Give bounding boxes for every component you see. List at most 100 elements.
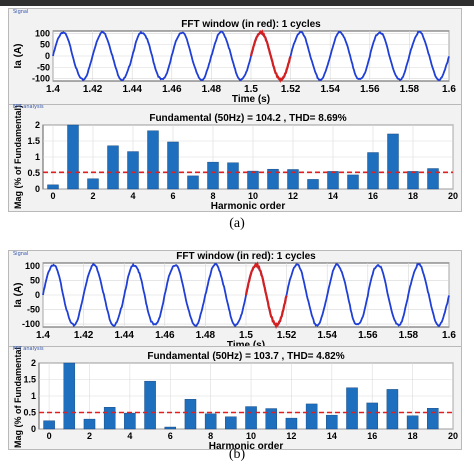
x-tick-label: 1.52 bbox=[277, 330, 297, 341]
y-tick-label: 50 bbox=[40, 40, 50, 50]
figure-a-fft-panel: FFT analysis 0 2 4 6 8 10 12 14 16 18 20 0 0.5 1 1.5 2 F… bbox=[8, 104, 462, 212]
harmonic-bar bbox=[124, 412, 136, 430]
y-tick-label: 0 bbox=[35, 290, 40, 300]
x-tick-label: 16 bbox=[367, 431, 377, 441]
fft-chart-title: Fundamental (50Hz) = 104.2 , THD= 8.69% bbox=[149, 113, 346, 124]
fft-chart-a: 0 2 4 6 8 10 12 14 16 18 20 0 0.5 1 1.5 2 Fundamental (5… bbox=[13, 105, 458, 212]
figure-a-signal-panel: Signal 1.4 1.42 1.44 1.46 1.48 1.5 1.52 1.54 1.5… bbox=[8, 8, 462, 108]
x-axis-label: Harmonic order bbox=[209, 441, 284, 449]
x-tick-label: 1.4 bbox=[46, 84, 60, 95]
y-tick-label: 2 bbox=[35, 120, 40, 130]
y-tick-label: -50 bbox=[27, 305, 40, 315]
harmonic-bar bbox=[127, 151, 139, 190]
y-tick-label: -100 bbox=[32, 74, 50, 84]
signal-chart-title: FFT window (in red): 1 cycles bbox=[176, 251, 316, 262]
window-top-bar bbox=[0, 0, 474, 6]
x-tick-label: 0 bbox=[47, 431, 52, 441]
harmonic-bar bbox=[406, 415, 419, 430]
x-tick-label: 1.6 bbox=[442, 84, 456, 95]
y-tick-label: 0 bbox=[35, 184, 40, 194]
x-tick-label: 2 bbox=[90, 191, 95, 201]
x-tick-label: 6 bbox=[170, 191, 175, 201]
x-tick-label: 1.58 bbox=[399, 330, 419, 341]
harmonic-bar bbox=[83, 418, 96, 430]
harmonic-bar bbox=[247, 170, 259, 190]
harmonic-bar bbox=[204, 413, 217, 430]
panel-tag: Signal bbox=[13, 251, 29, 257]
signal-series-line bbox=[52, 30, 450, 82]
x-tick-label: 18 bbox=[408, 191, 418, 201]
y-tick-label: 50 bbox=[30, 275, 40, 285]
harmonic-bar bbox=[67, 124, 79, 190]
x-tick-label: 1.44 bbox=[122, 84, 142, 95]
x-tick-label: 1.52 bbox=[281, 84, 301, 95]
x-tick-label: 8 bbox=[210, 191, 215, 201]
signal-series-line bbox=[42, 262, 450, 328]
x-tick-label: 14 bbox=[328, 191, 338, 201]
harmonic-bar bbox=[43, 420, 55, 430]
x-tick-label: 1.54 bbox=[320, 84, 340, 95]
harmonic-bar bbox=[347, 174, 359, 190]
y-tick-label: 1.5 bbox=[27, 136, 40, 146]
y-tick-label: 0.5 bbox=[23, 408, 36, 418]
x-axis-label: Harmonic order bbox=[211, 201, 286, 211]
harmonic-bar bbox=[187, 175, 199, 190]
harmonic-bar bbox=[387, 133, 399, 190]
harmonic-bar bbox=[367, 152, 379, 190]
harmonic-bar bbox=[327, 171, 339, 190]
harmonic-bar bbox=[427, 408, 439, 430]
x-tick-label: 6 bbox=[168, 431, 173, 441]
figure-caption-b: (b) bbox=[228, 447, 246, 462]
x-tick-label: 1.58 bbox=[400, 84, 420, 95]
y-tick-label: 1 bbox=[35, 152, 40, 162]
y-tick-label: 0 bbox=[31, 424, 36, 434]
x-tick-label: 1.56 bbox=[360, 84, 380, 95]
harmonic-bar bbox=[386, 389, 399, 430]
harmonic-bar bbox=[407, 171, 419, 190]
x-tick-label: 1.4 bbox=[36, 330, 50, 341]
x-tick-label: 4 bbox=[130, 191, 135, 201]
x-tick-label: 16 bbox=[368, 191, 378, 201]
signal-chart-b: 1.4 1.42 1.44 1.46 1.48 1.5 1.52 1.54 1.56 1.58 1.… bbox=[13, 251, 456, 351]
y-tick-label: 0 bbox=[45, 51, 50, 61]
harmonic-bar bbox=[147, 130, 159, 190]
fft-window-series-line bbox=[249, 29, 292, 83]
y-tick-label: 100 bbox=[35, 28, 50, 38]
y-tick-label: -100 bbox=[22, 319, 40, 329]
harmonic-bar bbox=[265, 408, 277, 430]
x-tick-label: 2 bbox=[87, 431, 92, 441]
fft-window-series-line bbox=[244, 261, 288, 329]
y-tick-label: 0.5 bbox=[27, 168, 40, 178]
x-tick-label: 1.46 bbox=[155, 330, 175, 341]
y-tick-label: -50 bbox=[37, 62, 50, 72]
harmonic-bar bbox=[285, 417, 298, 430]
figure-b-signal-panel: Signal 1.4 1.42 1.44 1.46 1.48 1.5 1.52 1.54 1.5… bbox=[8, 250, 462, 352]
figure-caption-a: (a) bbox=[229, 216, 245, 231]
y-axis-label: Ia (A) bbox=[13, 283, 24, 308]
harmonic-bar bbox=[427, 168, 439, 190]
harmonic-bar bbox=[245, 406, 257, 430]
harmonic-bar bbox=[164, 426, 177, 430]
signal-chart-a: 1.4 1.42 1.44 1.46 1.48 1.5 1.52 1.54 1.56 1.58 1.… bbox=[13, 19, 456, 105]
x-tick-label: 10 bbox=[248, 191, 258, 201]
x-tick-label: 0 bbox=[50, 191, 55, 201]
x-tick-label: 1.56 bbox=[358, 330, 378, 341]
figure-b-fft-panel: FFT analysis 0 2 4 6 8 10 12 14 16 18 20 0 0.5 1 1.5 2 F… bbox=[8, 344, 462, 452]
harmonic-bar bbox=[267, 168, 279, 190]
harmonic-bar bbox=[87, 178, 99, 190]
x-tick-label: 1.54 bbox=[317, 330, 337, 341]
harmonic-bar bbox=[167, 141, 179, 190]
harmonic-bar bbox=[63, 362, 76, 430]
x-axis-label: Time (s) bbox=[232, 94, 270, 105]
fft-chart-title: Fundamental (50Hz) = 103.7 , THD= 4.82% bbox=[147, 351, 344, 362]
y-tick-label: 1.5 bbox=[23, 375, 36, 385]
x-tick-label: 20 bbox=[448, 191, 458, 201]
harmonic-bar bbox=[225, 416, 237, 430]
panel-tag: FFT analysis bbox=[13, 346, 44, 352]
x-axis-label: Time (s) bbox=[227, 340, 265, 351]
x-tick-label: 12 bbox=[288, 191, 298, 201]
harmonic-bar bbox=[366, 402, 378, 430]
harmonic-bar bbox=[346, 387, 358, 430]
x-tick-label: 4 bbox=[127, 431, 132, 441]
harmonic-bar bbox=[207, 161, 219, 190]
